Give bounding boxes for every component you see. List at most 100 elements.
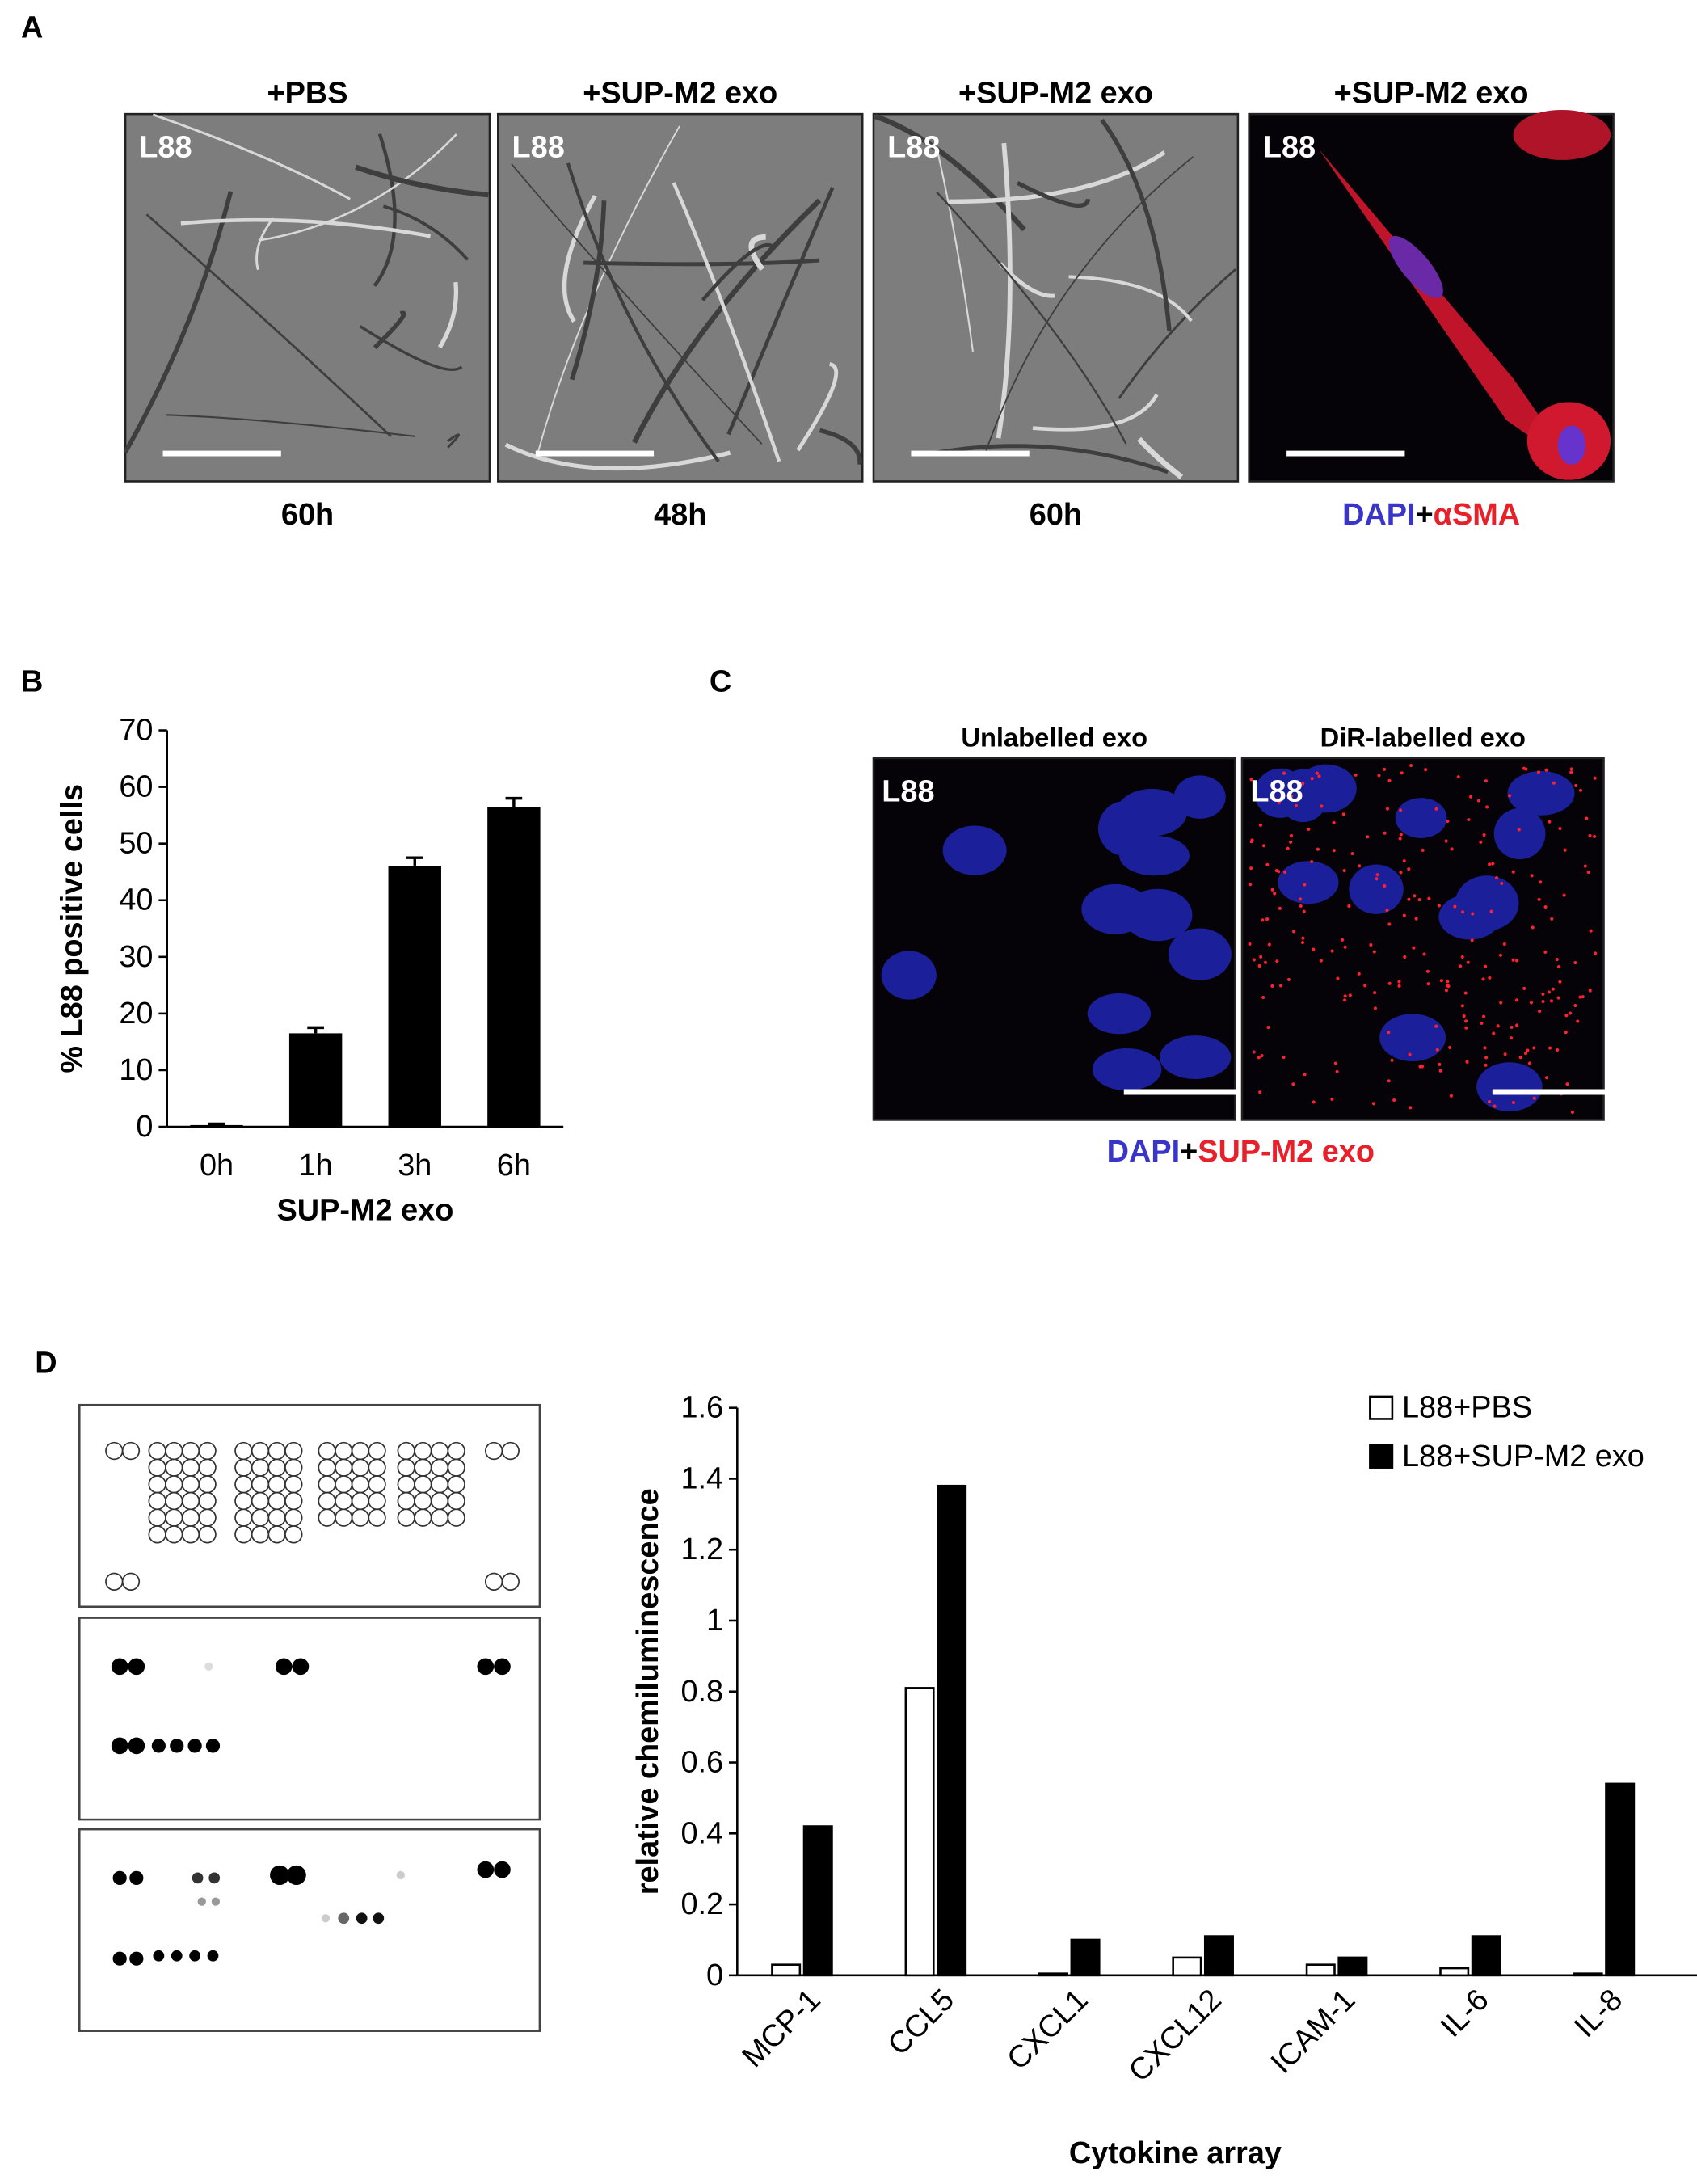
blot-spot xyxy=(111,1737,128,1755)
exosome-dot xyxy=(1556,996,1560,1000)
exosome-dot xyxy=(1315,771,1319,775)
exosome-dot xyxy=(1453,904,1457,909)
exosome-dot xyxy=(1485,805,1489,809)
exosome-dot xyxy=(1569,767,1573,771)
exosome-dot xyxy=(1275,798,1279,802)
exosome-dot xyxy=(1335,1069,1339,1073)
exosome-dot xyxy=(1594,951,1598,955)
exosome-dot xyxy=(1589,929,1593,933)
exosome-dot xyxy=(1484,779,1489,783)
exosome-dot xyxy=(1387,1031,1391,1035)
exosome-dot xyxy=(1250,838,1254,842)
blot-spot xyxy=(447,1491,465,1511)
exosome-dot xyxy=(1588,833,1592,837)
blot-spot xyxy=(430,1441,449,1461)
exosome-dot xyxy=(1541,999,1545,1004)
blot-spot xyxy=(397,1441,415,1461)
exosome-dot xyxy=(1543,950,1548,954)
exosome-dot xyxy=(1342,998,1347,1002)
cell xyxy=(874,113,1026,232)
x-tick-label: IL-6 xyxy=(1434,1983,1496,2044)
exosome-dot xyxy=(1537,897,1541,901)
cell xyxy=(796,362,839,452)
exosome-dot xyxy=(1581,995,1585,999)
cell xyxy=(936,191,1127,445)
exosome-dot xyxy=(1488,976,1492,980)
exosome-dot xyxy=(1500,881,1504,885)
exosome-dot xyxy=(1523,1052,1528,1056)
blot-spot xyxy=(318,1491,336,1511)
exosome-dot xyxy=(1299,904,1303,909)
exosome-dot xyxy=(1437,904,1441,908)
exosome-dot xyxy=(1263,960,1268,964)
legend-label: L88+SUP-M2 exo xyxy=(1402,1440,1644,1474)
y-tick-label: 30 xyxy=(119,940,153,974)
exosome-dot xyxy=(1261,844,1266,848)
exosome-dot xyxy=(1248,883,1253,887)
exosome-dot xyxy=(1252,1050,1256,1054)
cell xyxy=(180,217,431,238)
cell xyxy=(382,204,470,261)
exosome-dot xyxy=(1564,1031,1568,1035)
cell xyxy=(373,133,397,288)
exosome-dot xyxy=(1522,986,1526,991)
bar xyxy=(1439,1967,1470,1977)
exosome-dot xyxy=(1515,1023,1519,1027)
blot-spot xyxy=(198,1508,217,1527)
exosome-dot xyxy=(1518,1056,1522,1060)
cell-line-tag: L88 xyxy=(1250,774,1303,808)
exosome-dot xyxy=(1479,840,1483,844)
exosome-dot xyxy=(1332,849,1336,853)
exosome-dot xyxy=(1409,1106,1413,1110)
exosome-dot xyxy=(1390,1058,1394,1062)
exosome-dot xyxy=(1341,938,1345,942)
bar xyxy=(1337,1956,1368,1977)
blot-spot xyxy=(397,1475,415,1494)
exosome-dot xyxy=(1585,816,1589,820)
exosome-dot xyxy=(1387,1079,1391,1083)
blot-spot xyxy=(148,1508,166,1527)
exosome-dot xyxy=(1435,1048,1439,1052)
legend-swatch xyxy=(1369,1395,1394,1420)
cell xyxy=(929,444,1169,474)
image-title: +SUP-M2 exo xyxy=(958,76,1153,110)
y-tick-label: 0 xyxy=(136,1110,153,1144)
exosome-dot xyxy=(1470,938,1474,942)
exosome-dot xyxy=(1460,1004,1464,1008)
blot-spot xyxy=(484,1572,503,1591)
micrograph xyxy=(1240,757,1611,1121)
blot-spot xyxy=(414,1475,432,1494)
exosome-dot xyxy=(1354,773,1358,777)
exosome-dot xyxy=(1568,1011,1573,1015)
cell-line-tag: L88 xyxy=(512,130,565,164)
micrograph xyxy=(872,757,1243,1121)
exosome-dot xyxy=(1456,775,1460,779)
blot-spot xyxy=(351,1508,370,1527)
exosome-dot xyxy=(1530,874,1534,878)
exosome-dot xyxy=(1547,990,1551,994)
exosome-dot xyxy=(1357,972,1361,976)
exosome-dot xyxy=(1270,984,1274,988)
blot-spot xyxy=(165,1508,183,1527)
exosome-dot xyxy=(1320,804,1324,808)
nucleus xyxy=(1173,775,1226,819)
blot-spot xyxy=(148,1441,166,1461)
blot-spot xyxy=(189,1950,201,1962)
exosome-dot xyxy=(1310,860,1314,864)
blot-spot xyxy=(318,1475,336,1494)
cell xyxy=(447,433,461,449)
cell xyxy=(701,242,776,301)
blot-spot xyxy=(284,1458,303,1477)
exosome-dot xyxy=(1491,862,1495,866)
exosome-dot xyxy=(1398,837,1402,841)
cell xyxy=(984,156,1194,453)
exosome-dot xyxy=(1586,870,1590,875)
blot-spot xyxy=(397,1458,415,1477)
cell xyxy=(672,182,781,462)
cell xyxy=(145,213,392,437)
x-tick-label: 6h xyxy=(497,1149,531,1183)
exosome-dot xyxy=(1499,1001,1503,1005)
exosome-dot xyxy=(1310,777,1314,781)
exosome-dot xyxy=(1387,981,1392,985)
